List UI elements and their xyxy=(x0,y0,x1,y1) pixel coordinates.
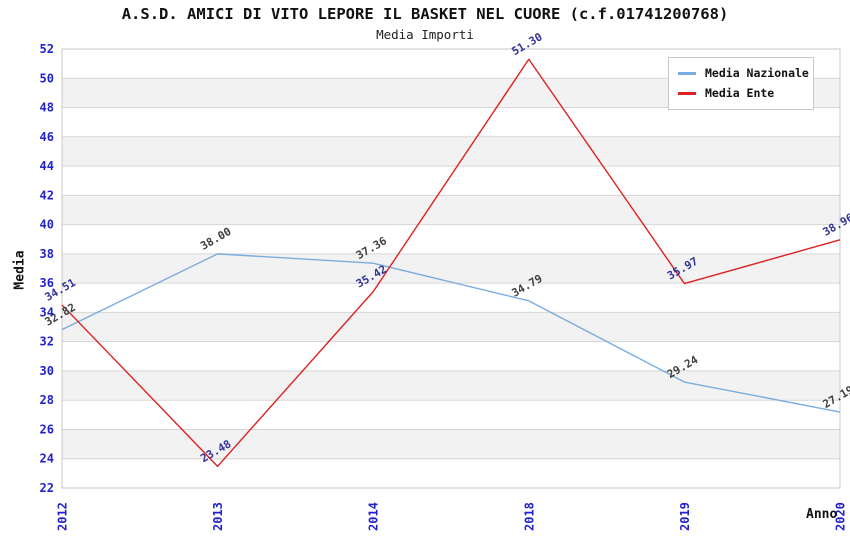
chart-subtitle: Media Importi xyxy=(376,27,474,42)
y-tick-label: 32 xyxy=(40,335,54,349)
grid-band xyxy=(62,253,840,284)
series-line-media-ente xyxy=(61,58,841,468)
y-tick-label: 28 xyxy=(40,393,54,407)
grid-band xyxy=(62,195,840,225)
media-ente-line-swatch xyxy=(678,91,696,95)
x-tick-label: 2018 xyxy=(522,502,536,531)
plot-border xyxy=(61,48,841,489)
chart-title: A.S.D. AMICI DI VITO LEPORE IL BASKET NE… xyxy=(121,5,729,23)
series-line-media-nazionale xyxy=(61,253,841,413)
grid-band xyxy=(62,429,840,459)
y-tick-label: 50 xyxy=(40,71,54,85)
y-tick-label: 22 xyxy=(40,481,54,495)
grid-band xyxy=(62,400,840,430)
y-tick-label: 52 xyxy=(40,42,54,56)
y-tick-label: 24 xyxy=(40,452,54,466)
grid-band xyxy=(62,136,840,167)
x-axis-title: Anno xyxy=(806,507,838,522)
grid-band xyxy=(62,312,840,342)
y-tick-label: 46 xyxy=(40,130,54,144)
x-tick-label: 2019 xyxy=(678,502,692,531)
grid-band xyxy=(62,370,840,401)
x-tick-label: 2013 xyxy=(211,502,225,531)
y-tick-label: 34 xyxy=(40,305,54,319)
y-tick-label: 36 xyxy=(40,276,54,290)
y-tick-label: 38 xyxy=(40,247,54,261)
grid-band xyxy=(62,166,840,196)
legend-item-label: Media Nazionale xyxy=(705,66,809,80)
grid-band xyxy=(62,224,840,254)
x-tick-label: 2012 xyxy=(56,502,70,531)
grid-band xyxy=(62,107,840,137)
grid-band xyxy=(62,458,840,488)
y-tick-label: 48 xyxy=(40,101,54,115)
y-tick-label: 42 xyxy=(40,188,54,202)
media-nazionale-line-swatch xyxy=(678,71,696,75)
y-tick-label: 26 xyxy=(40,422,54,436)
y-tick-label: 40 xyxy=(40,218,54,232)
y-axis-title: Media xyxy=(12,250,28,290)
y-tick-label: 44 xyxy=(40,159,54,173)
x-tick-label: 2014 xyxy=(367,502,381,531)
x-tick-label: 2020 xyxy=(834,502,848,531)
legend-item-label: Media Ente xyxy=(705,86,775,100)
grid-band xyxy=(62,283,840,313)
legend: Media Nazionale Media Ente xyxy=(668,57,814,110)
grid-band xyxy=(62,341,840,371)
legend-item-media-nazionale: Media Nazionale xyxy=(678,63,809,83)
legend-item-media-ente: Media Ente xyxy=(678,83,806,103)
y-tick-label: 30 xyxy=(40,364,54,378)
